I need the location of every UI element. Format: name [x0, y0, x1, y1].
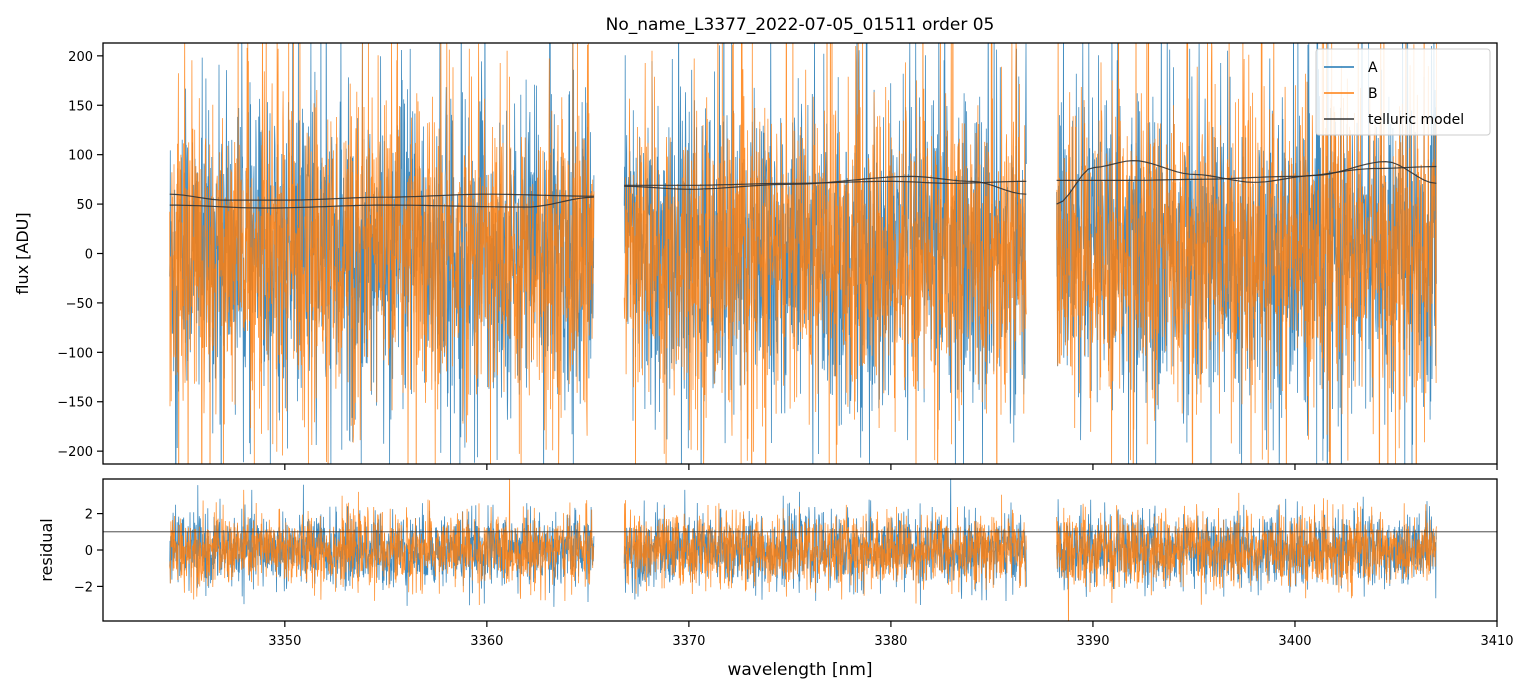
- series-b-residual-segment-2: [623, 494, 1027, 604]
- x-tick-label: 3360: [470, 634, 503, 649]
- telluric-model-model-b-segment-1: [169, 196, 594, 209]
- x-tick-label: 3370: [672, 634, 705, 649]
- flux-y-label: flux [ADU]: [13, 212, 32, 294]
- legend-box: [1315, 48, 1491, 136]
- flux-y-ticks: −200 −150 −100 −50 0 50 100 150 200: [57, 50, 103, 460]
- chart-title: No_name_L3377_2022-07-05_01511 order 05: [606, 15, 995, 35]
- residual-x-ticks: 3350 3360 3370 3380 3390 3400 3410: [268, 621, 1514, 649]
- x-tick-label: 3410: [1480, 634, 1513, 649]
- telluric-model-model-a-segment-3: [1056, 165, 1437, 181]
- series-b-flux-segment-3: [1056, 43, 1437, 464]
- y-tick-label: −150: [57, 396, 93, 411]
- series-a-residual-segment-3: [1056, 496, 1437, 599]
- y-tick-label: 200: [68, 50, 93, 65]
- legend-entry: B: [1368, 86, 1378, 102]
- x-tick-label: 3400: [1278, 634, 1311, 649]
- series-b-residual-segment-1: [169, 479, 595, 606]
- telluric-model-model-a-segment-1: [169, 193, 594, 201]
- y-tick-label: −50: [66, 297, 93, 312]
- y-tick-label: −100: [57, 346, 93, 361]
- x-axis-label: wavelength [nm]: [727, 660, 872, 680]
- y-tick-label: 2: [85, 508, 93, 523]
- legend-entry: telluric model: [1368, 112, 1464, 128]
- y-tick-label: 150: [68, 99, 93, 114]
- y-tick-label: −2: [74, 580, 93, 595]
- y-tick-label: −200: [57, 445, 93, 460]
- series-b-flux-segment-1: [169, 43, 595, 464]
- residual-panel: −2 0 2 3350 3360 3370 3380 3390 3400 3410 residu…: [37, 478, 1514, 649]
- x-tick-label: 3350: [268, 634, 301, 649]
- residual-y-ticks: −2 0 2: [74, 508, 103, 595]
- legend-entry: A: [1368, 60, 1378, 76]
- flux-x-ticks: [284, 464, 1498, 470]
- flux-panel: −200 −150 −100 −50 0 50 100 150 200 flux [ADU] A…: [13, 42, 1498, 470]
- series-b-residual-segment-3: [1056, 492, 1437, 621]
- x-tick-label: 3390: [1076, 634, 1109, 649]
- y-tick-label: 100: [68, 149, 93, 164]
- residual-y-label: residual: [37, 518, 56, 581]
- y-tick-label: 0: [85, 544, 93, 559]
- y-tick-label: 0: [85, 248, 93, 263]
- x-tick-label: 3380: [874, 634, 907, 649]
- series-b-flux-segment-2: [623, 43, 1027, 464]
- y-tick-label: 50: [76, 198, 93, 213]
- telluric-model-model-b-segment-3: [1056, 159, 1437, 205]
- telluric-model-model-b-segment-2: [624, 175, 1027, 195]
